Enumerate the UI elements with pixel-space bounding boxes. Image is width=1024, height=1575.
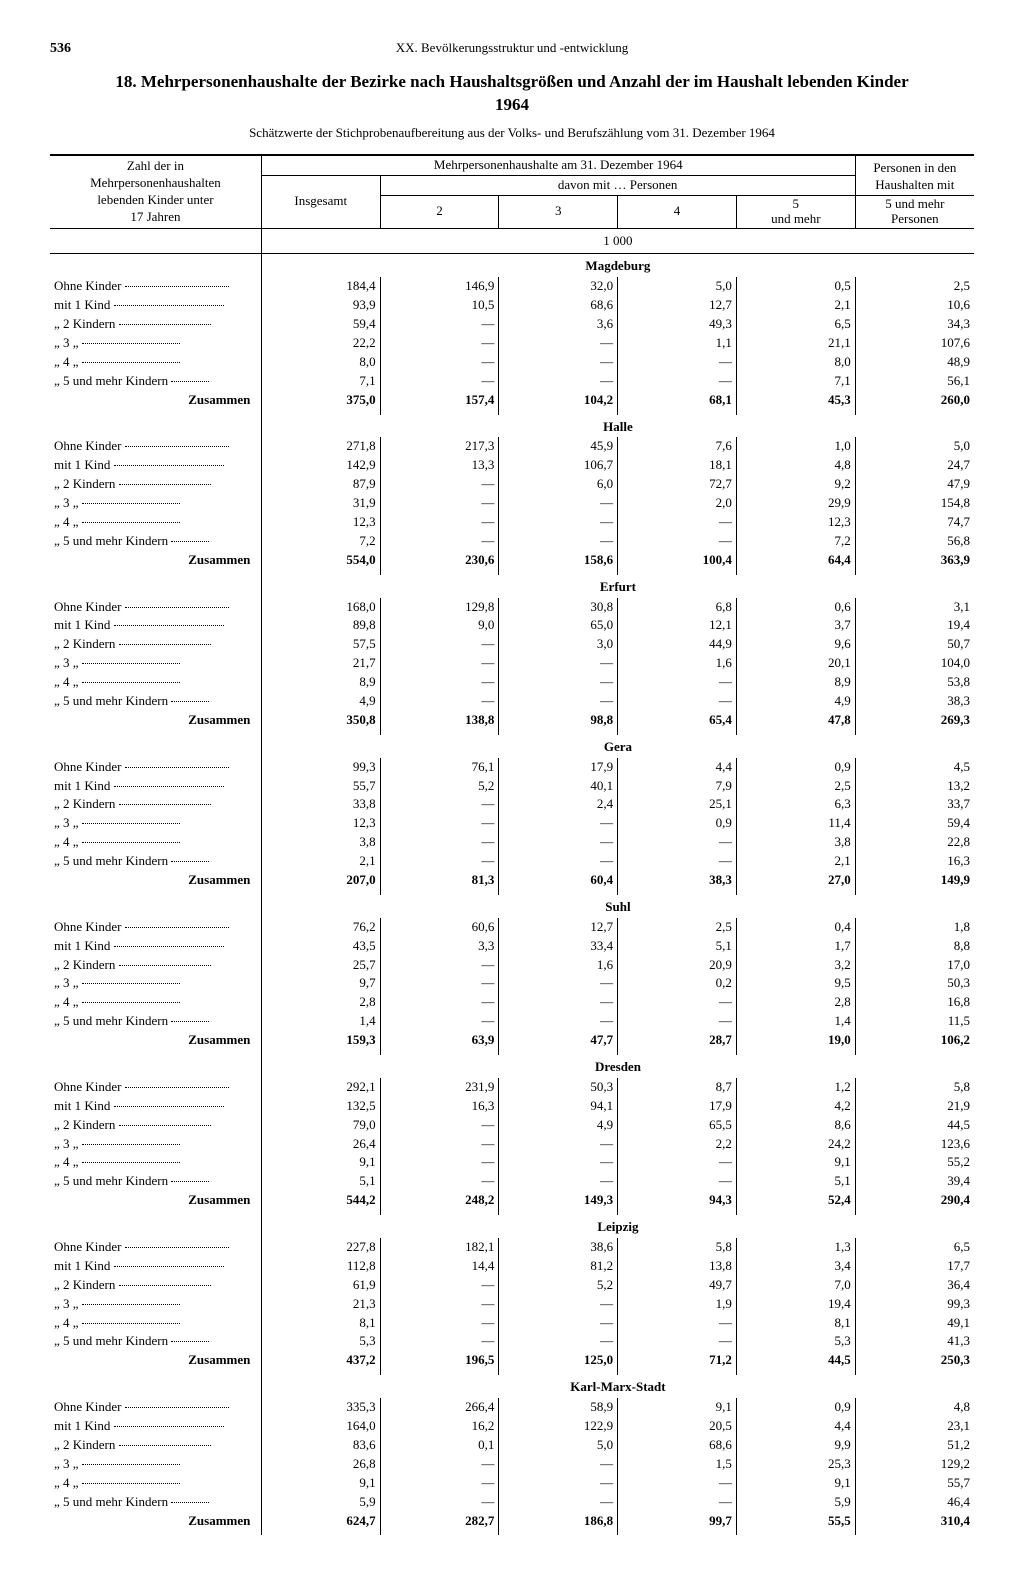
region-name: Gera	[261, 735, 974, 758]
region-name: Halle	[261, 415, 974, 438]
sum-row: Zusammen 159,3 63,9 47,7 28,7 19,0 106,2	[50, 1031, 974, 1055]
table-row: „ 4 „ 8,0 — — — 8,0 48,9	[50, 353, 974, 372]
table-row: „ 3 „ 21,3 — — 1,9 19,4 99,3	[50, 1295, 974, 1314]
table-title: 18. Mehrpersonenhaushalte der Bezirke na…	[110, 71, 914, 117]
table-row: mit 1 Kind 142,9 13,3 106,7 18,1 4,8 24,…	[50, 456, 974, 475]
right-header-1: Personen in denHaushalten mit	[855, 155, 974, 195]
sum-row: Zusammen 350,8 138,8 98,8 65,4 47,8 269,…	[50, 711, 974, 735]
table-row: „ 2 Kindern 25,7 — 1,6 20,9 3,2 17,0	[50, 956, 974, 975]
table-row: „ 4 „ 8,1 — — — 8,1 49,1	[50, 1314, 974, 1333]
table-row: „ 3 „ 26,8 — — 1,5 25,3 129,2	[50, 1455, 974, 1474]
right-header-2: 5 und mehrPersonen	[855, 195, 974, 228]
table-row: „ 2 Kindern 61,9 — 5,2 49,7 7,0 36,4	[50, 1276, 974, 1295]
table-row: mit 1 Kind 93,9 10,5 68,6 12,7 2,1 10,6	[50, 296, 974, 315]
table-row: mit 1 Kind 43,5 3,3 33,4 5,1 1,7 8,8	[50, 937, 974, 956]
data-table: Zahl der inMehrpersonenhaushaltenlebende…	[50, 154, 974, 1536]
page-header: 536 XX. Bevölkerungsstruktur und -entwic…	[50, 40, 974, 57]
region-name: Suhl	[261, 895, 974, 918]
table-row: mit 1 Kind 89,8 9,0 65,0 12,1 3,7 19,4	[50, 616, 974, 635]
table-row: mit 1 Kind 132,5 16,3 94,1 17,9 4,2 21,9	[50, 1097, 974, 1116]
table-row: Ohne Kinder 292,1 231,9 50,3 8,7 1,2 5,8	[50, 1078, 974, 1097]
col-davon: davon mit … Personen	[380, 175, 855, 195]
table-row: „ 2 Kindern 79,0 — 4,9 65,5 8,6 44,5	[50, 1116, 974, 1135]
region-name: Magdeburg	[261, 254, 974, 277]
span-header: Mehrpersonenhaushalte am 31. Dezember 19…	[261, 155, 855, 175]
sum-row: Zusammen 437,2 196,5 125,0 71,2 44,5 250…	[50, 1351, 974, 1375]
table-row: „ 5 und mehr Kindern 5,3 — — — 5,3 41,3	[50, 1332, 974, 1351]
table-row: „ 3 „ 26,4 — — 2,2 24,2 123,6	[50, 1135, 974, 1154]
sum-row: Zusammen 375,0 157,4 104,2 68,1 45,3 260…	[50, 391, 974, 415]
table-row: „ 3 „ 31,9 — — 2,0 29,9 154,8	[50, 494, 974, 513]
table-row: mit 1 Kind 55,7 5,2 40,1 7,9 2,5 13,2	[50, 777, 974, 796]
table-subtitle: Schätzwerte der Stichprobenaufbereitung …	[50, 125, 974, 142]
table-row: mit 1 Kind 112,8 14,4 81,2 13,8 3,4 17,7	[50, 1257, 974, 1276]
table-row: „ 2 Kindern 57,5 — 3,0 44,9 9,6 50,7	[50, 635, 974, 654]
table-row: „ 3 „ 22,2 — — 1,1 21,1 107,6	[50, 334, 974, 353]
table-row: Ohne Kinder 168,0 129,8 30,8 6,8 0,6 3,1	[50, 598, 974, 617]
col-5: 5und mehr	[736, 195, 855, 228]
region-name: Leipzig	[261, 1215, 974, 1238]
table-row: „ 4 „ 9,1 — — — 9,1 55,2	[50, 1153, 974, 1172]
table-row: „ 5 und mehr Kindern 1,4 — — — 1,4 11,5	[50, 1012, 974, 1031]
region-name: Dresden	[261, 1055, 974, 1078]
table-row: „ 2 Kindern 59,4 — 3,6 49,3 6,5 34,3	[50, 315, 974, 334]
table-row: „ 5 und mehr Kindern 7,2 — — — 7,2 56,8	[50, 532, 974, 551]
table-row: Ohne Kinder 227,8 182,1 38,6 5,8 1,3 6,5	[50, 1238, 974, 1257]
col-insgesamt: Insgesamt	[261, 175, 380, 228]
table-row: Ohne Kinder 76,2 60,6 12,7 2,5 0,4 1,8	[50, 918, 974, 937]
table-row: „ 4 „ 12,3 — — — 12,3 74,7	[50, 513, 974, 532]
col-4: 4	[618, 195, 737, 228]
col-3: 3	[499, 195, 618, 228]
table-row: „ 2 Kindern 83,6 0,1 5,0 68,6 9,9 51,2	[50, 1436, 974, 1455]
table-row: „ 4 „ 9,1 — — — 9,1 55,7	[50, 1474, 974, 1493]
table-row: „ 4 „ 2,8 — — — 2,8 16,8	[50, 993, 974, 1012]
table-row: „ 5 und mehr Kindern 5,9 — — — 5,9 46,4	[50, 1493, 974, 1512]
table-row: „ 3 „ 12,3 — — 0,9 11,4 59,4	[50, 814, 974, 833]
sum-row: Zusammen 544,2 248,2 149,3 94,3 52,4 290…	[50, 1191, 974, 1215]
table-row: „ 3 „ 21,7 — — 1,6 20,1 104,0	[50, 654, 974, 673]
table-row: „ 5 und mehr Kindern 5,1 — — — 5,1 39,4	[50, 1172, 974, 1191]
table-row: „ 4 „ 3,8 — — — 3,8 22,8	[50, 833, 974, 852]
table-row: „ 2 Kindern 87,9 — 6,0 72,7 9,2 47,9	[50, 475, 974, 494]
region-name: Karl-Marx-Stadt	[261, 1375, 974, 1398]
table-row: „ 5 und mehr Kindern 4,9 — — — 4,9 38,3	[50, 692, 974, 711]
sum-row: Zusammen 207,0 81,3 60,4 38,3 27,0 149,9	[50, 871, 974, 895]
unit-row: 1 000	[261, 228, 974, 254]
table-row: Ohne Kinder 335,3 266,4 58,9 9,1 0,9 4,8	[50, 1398, 974, 1417]
table-row: Ohne Kinder 271,8 217,3 45,9 7,6 1,0 5,0	[50, 437, 974, 456]
table-row: „ 5 und mehr Kindern 7,1 — — — 7,1 56,1	[50, 372, 974, 391]
stub-header: Zahl der inMehrpersonenhaushaltenlebende…	[54, 158, 257, 226]
table-row: mit 1 Kind 164,0 16,2 122,9 20,5 4,4 23,…	[50, 1417, 974, 1436]
chapter-title: XX. Bevölkerungsstruktur und -entwicklun…	[50, 40, 974, 57]
sum-row: Zusammen 624,7 282,7 186,8 99,7 55,5 310…	[50, 1512, 974, 1536]
table-row: „ 3 „ 9,7 — — 0,2 9,5 50,3	[50, 974, 974, 993]
sum-row: Zusammen 554,0 230,6 158,6 100,4 64,4 36…	[50, 551, 974, 575]
table-row: „ 2 Kindern 33,8 — 2,4 25,1 6,3 33,7	[50, 795, 974, 814]
col-2: 2	[380, 195, 499, 228]
table-row: Ohne Kinder 184,4 146,9 32,0 5,0 0,5 2,5	[50, 277, 974, 296]
table-row: Ohne Kinder 99,3 76,1 17,9 4,4 0,9 4,5	[50, 758, 974, 777]
page-number: 536	[50, 40, 71, 58]
region-name: Erfurt	[261, 575, 974, 598]
table-row: „ 4 „ 8,9 — — — 8,9 53,8	[50, 673, 974, 692]
table-row: „ 5 und mehr Kindern 2,1 — — — 2,1 16,3	[50, 852, 974, 871]
